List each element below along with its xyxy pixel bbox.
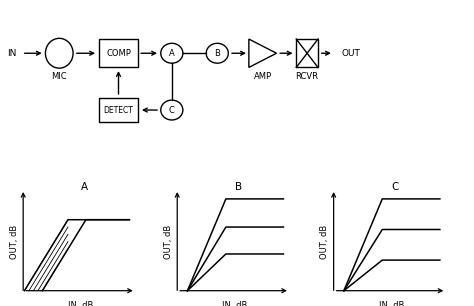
Text: C: C (169, 106, 175, 114)
Text: C: C (392, 182, 399, 192)
Bar (99, 39, 138, 67)
Text: OUT, dB: OUT, dB (320, 225, 329, 259)
Bar (99, 98, 138, 122)
Text: A: A (169, 49, 175, 58)
Text: OUT: OUT (342, 49, 361, 58)
Text: IN: IN (7, 49, 17, 58)
Text: DETECT: DETECT (103, 106, 134, 114)
Bar (296, 39, 318, 67)
Text: B: B (214, 49, 220, 58)
Text: AMP: AMP (254, 72, 272, 81)
Text: IN, dB: IN, dB (68, 301, 93, 306)
Text: MIC: MIC (52, 72, 67, 81)
Text: COMP: COMP (106, 49, 131, 58)
Text: IN, dB: IN, dB (379, 301, 404, 306)
Text: OUT, dB: OUT, dB (10, 225, 18, 259)
Text: A: A (81, 182, 88, 192)
Text: IN, dB: IN, dB (222, 301, 247, 306)
Text: OUT, dB: OUT, dB (164, 225, 173, 259)
Text: B: B (235, 182, 242, 192)
Text: RCVR: RCVR (296, 72, 319, 81)
